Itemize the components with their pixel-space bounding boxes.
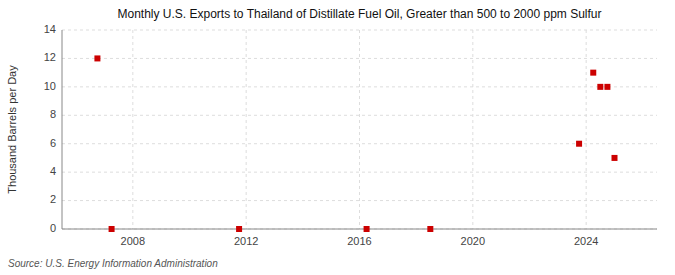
- y-tick-label: 10: [44, 80, 56, 92]
- point: [94, 55, 100, 61]
- x-grid-line: [246, 30, 247, 229]
- y-tick-label: 8: [50, 108, 56, 120]
- chart-svg: 0 2 4 6 8 10 12 14 2008 2012 2016 2020 2024 Monthly U…: [0, 0, 675, 275]
- point: [364, 226, 370, 232]
- y-tick-label: 0: [50, 222, 56, 234]
- grid: [62, 30, 657, 229]
- point: [612, 155, 618, 161]
- source: Source: U.S. Energy Information Administ…: [8, 258, 218, 269]
- y-tick-label: 4: [50, 165, 56, 177]
- y-tick-label: 14: [44, 23, 56, 35]
- x-axis-line: [62, 229, 657, 230]
- x-tick-label: 2008: [121, 235, 145, 247]
- x-tick-label: 2024: [574, 235, 598, 247]
- y-axis-label: Thousand Barrels per Day: [6, 65, 18, 194]
- chart-container: 0 2 4 6 8 10 12 14 2008 2012 2016 2020 2024 Monthly U…: [0, 0, 675, 275]
- y-grid-line: [62, 58, 657, 59]
- point: [604, 84, 610, 90]
- y-tick-label: 2: [50, 193, 56, 205]
- point: [236, 226, 242, 232]
- point: [590, 70, 596, 76]
- x-grid-line: [132, 30, 133, 229]
- x-tick-label: 2020: [461, 235, 485, 247]
- point: [109, 226, 115, 232]
- y-tick-label: 6: [50, 137, 56, 149]
- points: [94, 55, 617, 232]
- y-axis-line: [62, 30, 63, 229]
- y-grid-line: [62, 229, 657, 230]
- y-tick-label: 12: [44, 51, 56, 63]
- y-grid-line: [62, 172, 657, 173]
- point: [427, 226, 433, 232]
- title: Monthly U.S. Exports to Thailand of Dist…: [117, 7, 601, 21]
- x-tick-label: 2012: [234, 235, 258, 247]
- x-grid-line: [359, 30, 360, 229]
- point: [576, 141, 582, 147]
- x-tick-label: 2016: [347, 235, 371, 247]
- x-grid-line: [472, 30, 473, 229]
- x-grid-line: [586, 30, 587, 229]
- point: [597, 84, 603, 90]
